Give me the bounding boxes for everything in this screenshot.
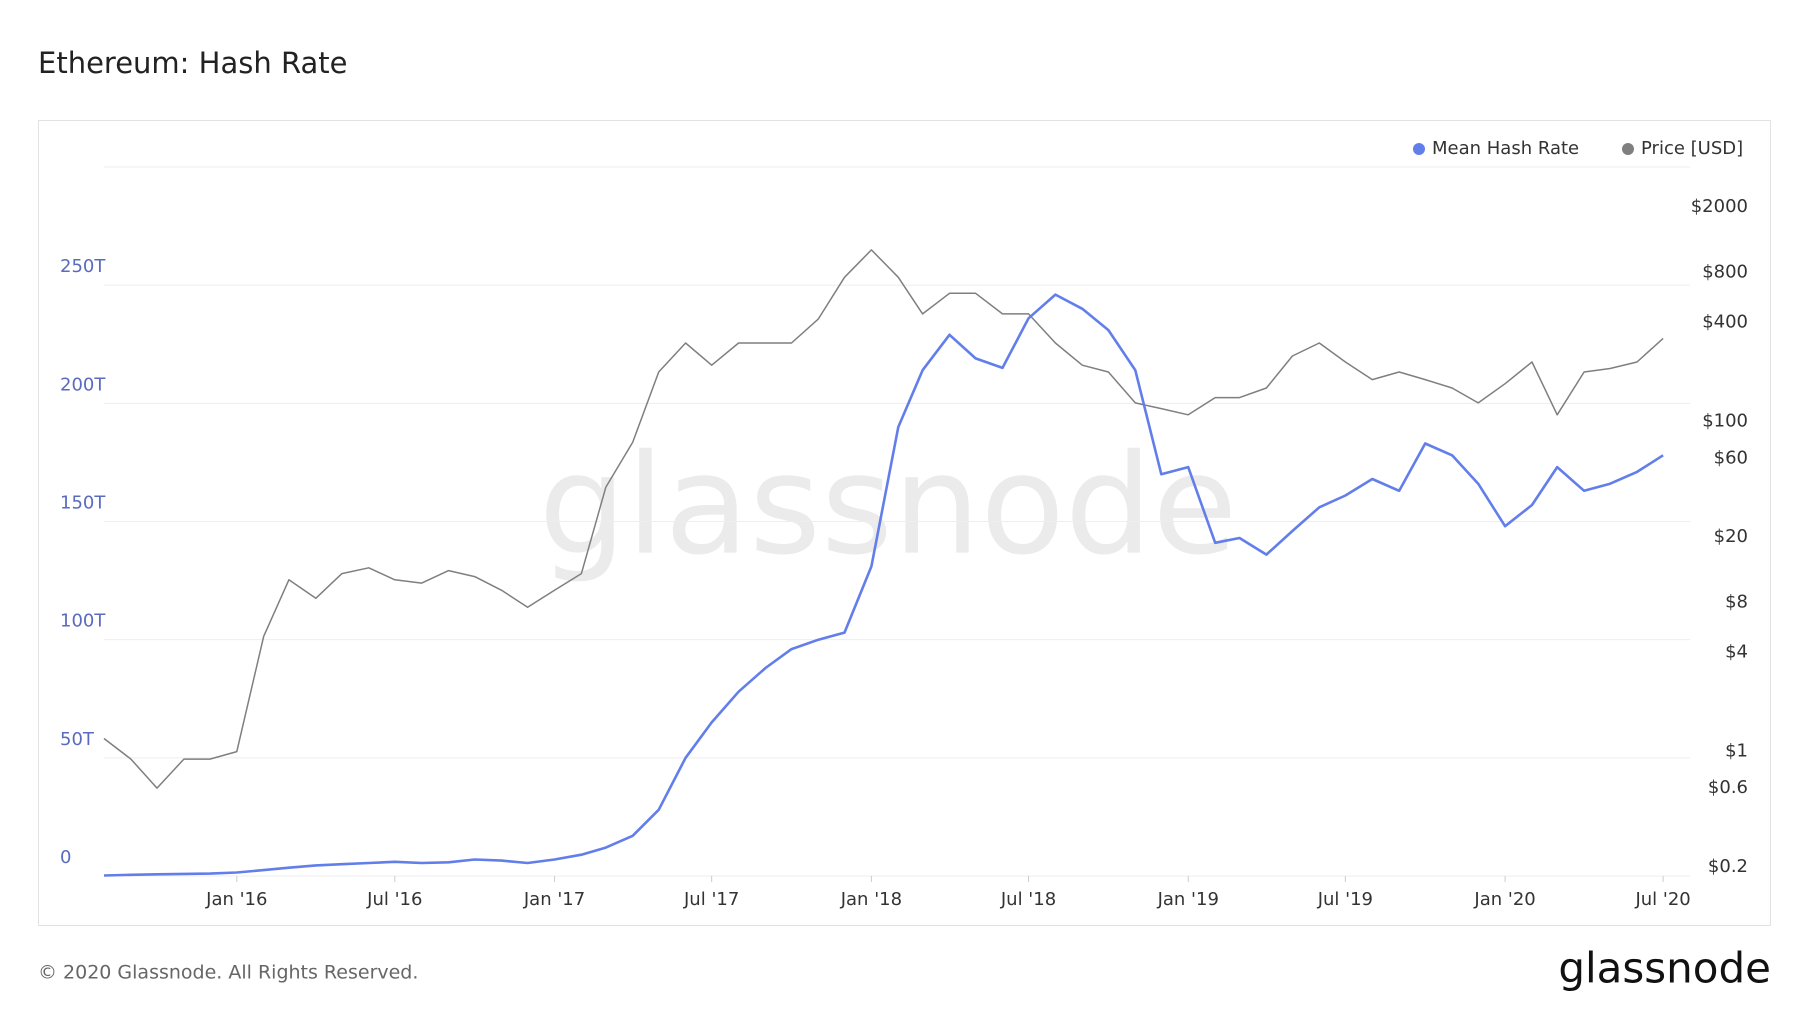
x-tick-label: Jul '20 (1634, 889, 1690, 910)
y2-tick-label: $60 (1714, 447, 1748, 468)
y2-tick-label: $100 (1702, 411, 1748, 432)
copyright: © 2020 Glassnode. All Rights Reserved. (38, 962, 418, 984)
y2-tick-label: $8 (1725, 592, 1748, 613)
y-tick-label: 250T (60, 256, 106, 277)
legend-label: Price [USD] (1641, 138, 1743, 159)
brand-logo: glassnode (1558, 944, 1771, 993)
series-line (103, 293, 1664, 877)
chart-frame (38, 120, 1771, 926)
x-tick-label: Jan '16 (205, 889, 267, 910)
legend-label: Mean Hash Rate (1432, 138, 1579, 159)
y2-tick-label: $20 (1714, 526, 1748, 547)
series-line (103, 249, 1664, 789)
y2-tick-label: $400 (1702, 311, 1748, 332)
x-tick-label: Jan '18 (840, 889, 902, 910)
y2-tick-label: $4 (1725, 641, 1748, 662)
y2-tick-label: $0.6 (1708, 777, 1748, 798)
chart-title: Ethereum: Hash Rate (38, 46, 347, 80)
legend-marker (1413, 143, 1425, 155)
y2-tick-label: $0.2 (1708, 856, 1748, 877)
y2-tick-label: $800 (1702, 262, 1748, 283)
x-tick-label: Jul '16 (366, 889, 422, 910)
watermark: glassnode (539, 425, 1238, 586)
y-tick-label: 0 (60, 847, 71, 868)
x-tick-label: Jan '20 (1473, 889, 1535, 910)
y2-tick-label: $2000 (1691, 196, 1748, 217)
x-tick-label: Jan '19 (1157, 889, 1219, 910)
x-tick-label: Jan '17 (523, 889, 585, 910)
y2-tick-label: $1 (1725, 741, 1748, 762)
x-tick-label: Jul '19 (1317, 889, 1373, 910)
y-tick-label: 200T (60, 374, 106, 395)
legend-marker (1622, 143, 1634, 155)
y-tick-label: 50T (60, 729, 95, 750)
x-tick-label: Jul '18 (1000, 889, 1056, 910)
y-tick-label: 100T (60, 611, 106, 632)
y-tick-label: 150T (60, 493, 106, 514)
x-tick-label: Jul '17 (683, 889, 739, 910)
